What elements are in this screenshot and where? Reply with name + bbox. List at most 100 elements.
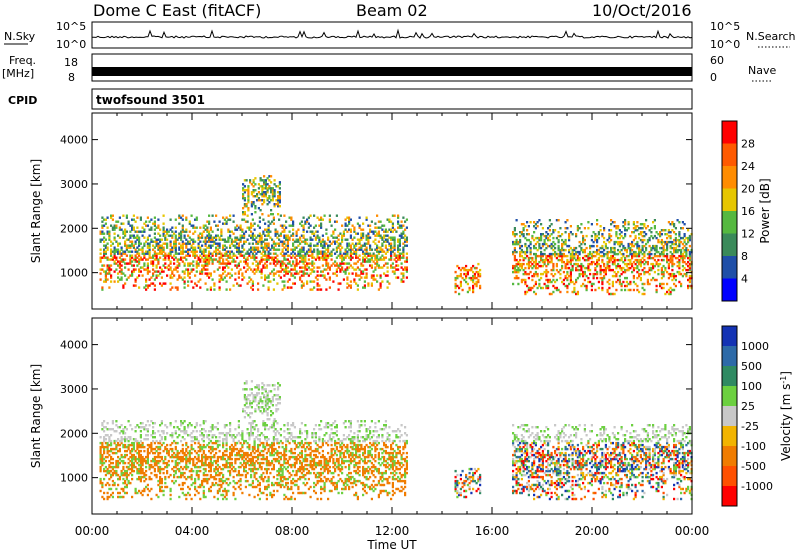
- echo-cell: [304, 240, 307, 243]
- echo-cell: [171, 479, 174, 483]
- echo-cell: [160, 485, 163, 489]
- echo-cell: [199, 424, 202, 427]
- echo-cell: [185, 218, 188, 221]
- echo-cell: [124, 234, 127, 237]
- echo-cell: [199, 236, 202, 239]
- echo-cell: [398, 256, 401, 259]
- echo-cell: [141, 441, 144, 445]
- echo-cell: [606, 238, 609, 242]
- echo-cell: [106, 248, 109, 251]
- echo-cell: [106, 278, 109, 281]
- echo-cell: [164, 447, 167, 451]
- echo-cell: [206, 240, 209, 243]
- echo-cell: [283, 262, 286, 265]
- echo-cell: [218, 443, 221, 447]
- echo-cell: [543, 270, 546, 274]
- echo-cell: [613, 240, 616, 244]
- echo-cell: [162, 214, 165, 217]
- echo-cell: [265, 248, 268, 251]
- echo-cell: [246, 262, 249, 265]
- echo-cell: [125, 471, 128, 475]
- echo-cell: [325, 278, 328, 281]
- echo-cell: [681, 221, 684, 224]
- echo-cell: [216, 457, 219, 461]
- echo-cell: [118, 432, 121, 435]
- echo-cell: [580, 272, 583, 276]
- echo-cell: [155, 475, 158, 479]
- echo-cell: [136, 424, 139, 427]
- echo-cell: [125, 278, 128, 281]
- echo-cell: [634, 258, 637, 262]
- echo-cell: [561, 266, 564, 270]
- echo-cell: [213, 250, 216, 253]
- echo-cell: [540, 252, 543, 256]
- echo-cell: [307, 248, 310, 251]
- echo-cell: [218, 477, 221, 481]
- echo-cell: [304, 254, 307, 257]
- echo-cell: [594, 250, 597, 254]
- echo-cell: [342, 252, 345, 255]
- echo-cell: [636, 244, 639, 248]
- echo-cell: [562, 242, 565, 246]
- echo-cell: [582, 282, 585, 286]
- echo-cell: [192, 246, 195, 249]
- echo-cell: [596, 244, 599, 248]
- echo-cell: [631, 252, 634, 256]
- echo-cell: [349, 244, 352, 247]
- echo-cell: [624, 258, 627, 262]
- echo-cell: [304, 266, 307, 269]
- echo-cell: [195, 436, 198, 439]
- echo-cell: [267, 258, 270, 261]
- echo-cell: [174, 455, 177, 459]
- echo-cell: [241, 234, 244, 237]
- echo-cell: [459, 282, 462, 286]
- echo-cell: [230, 250, 233, 253]
- echo-cell: [113, 260, 116, 263]
- echo-cell: [573, 252, 576, 256]
- echo-cell: [157, 270, 160, 273]
- echo-cell: [183, 420, 186, 423]
- echo-cell: [99, 461, 102, 465]
- echo-cell: [559, 276, 562, 280]
- echo-cell: [344, 272, 347, 275]
- echo-cell: [461, 288, 464, 292]
- echo-cell: [660, 258, 663, 262]
- echo-cell: [541, 260, 544, 264]
- echo-cell: [402, 274, 405, 277]
- echo-cell: [143, 489, 146, 493]
- echo-cell: [267, 280, 270, 283]
- echo-cell: [589, 256, 592, 260]
- echo-cell: [131, 228, 134, 231]
- echo-cell: [136, 252, 139, 255]
- echo-cell: [578, 252, 581, 256]
- echo-cell: [138, 449, 141, 453]
- echo-cell: [171, 455, 174, 459]
- echo-cell: [159, 447, 162, 451]
- echo-cell: [339, 268, 342, 271]
- echo-cell: [376, 258, 379, 261]
- echo-cell: [522, 262, 525, 266]
- echo-cell: [554, 252, 557, 256]
- echo-cell: [304, 260, 307, 263]
- echo-cell: [192, 459, 195, 463]
- echo-cell: [367, 282, 370, 285]
- echo-cell: [655, 231, 658, 234]
- echo-cell: [610, 268, 613, 272]
- echo-cell: [201, 481, 204, 485]
- echo-cell: [134, 230, 137, 233]
- velocity-echo-cells: [99, 380, 693, 501]
- echo-cell: [376, 234, 379, 237]
- echo-cell: [307, 226, 310, 229]
- echo-cell: [204, 244, 207, 247]
- echo-cell: [202, 264, 205, 267]
- echo-cell: [344, 256, 347, 259]
- echo-cell: [613, 248, 616, 252]
- echo-cell: [662, 264, 665, 268]
- echo-cell: [201, 236, 204, 239]
- echo-cell: [365, 256, 368, 259]
- echo-cell: [160, 438, 163, 441]
- echo-cell: [145, 473, 148, 477]
- echo-cell: [274, 232, 277, 235]
- echo-cell: [547, 284, 550, 288]
- echo-cell: [150, 282, 153, 285]
